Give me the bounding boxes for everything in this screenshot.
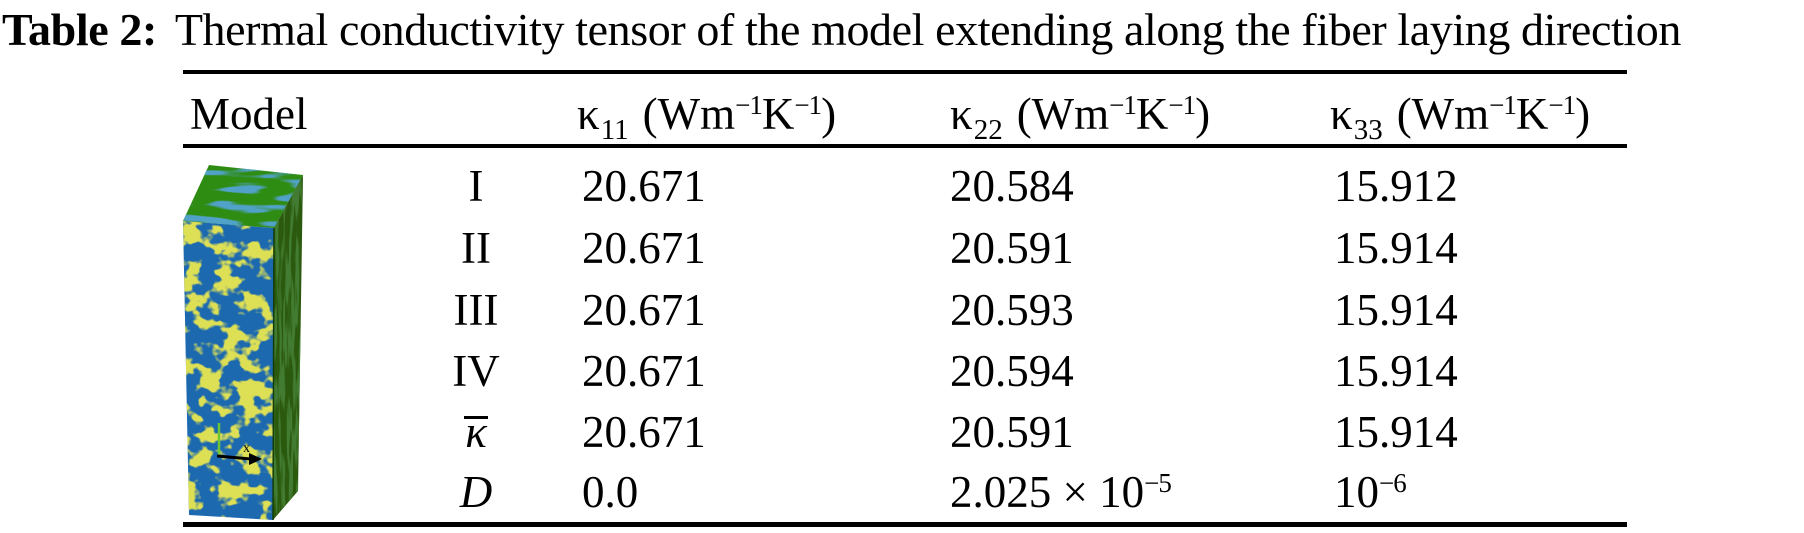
model-edge bbox=[272, 227, 275, 521]
cell-k22: 20.593 bbox=[950, 285, 1074, 335]
kappa-subscript: 11 bbox=[600, 114, 629, 146]
table-row-3: III 20.671 20.593 15.914 bbox=[0, 279, 1804, 341]
table-row-4: IV 20.671 20.594 15.914 bbox=[0, 340, 1804, 402]
cell-k33: 15.914 bbox=[1334, 407, 1458, 457]
cell-k11: 0.0 bbox=[582, 467, 639, 517]
cell-k11: 20.671 bbox=[582, 285, 706, 335]
cell-k22: 20.594 bbox=[950, 346, 1074, 396]
table-caption: Table 2: Thermal conductivity tensor of t… bbox=[2, 1, 1681, 59]
cell-k11: 20.671 bbox=[582, 346, 706, 396]
table-header-rule bbox=[183, 144, 1627, 148]
kappa-subscript: 33 bbox=[1353, 114, 1383, 146]
axis-x-label: x bbox=[243, 441, 250, 456]
table-caption-text: Thermal conductivity tensor of the model… bbox=[174, 4, 1681, 55]
cell-k11: 20.671 bbox=[582, 407, 706, 457]
table-row-1: I 20.671 20.584 15.912 bbox=[0, 155, 1804, 217]
cell-k33: 10−6 bbox=[1334, 467, 1407, 517]
table-row-kappa-mean: κ 20.671 20.591 15.914 bbox=[0, 401, 1804, 463]
table-bottom-rule bbox=[183, 522, 1627, 527]
table-caption-number: Table 2: bbox=[2, 4, 157, 55]
kappa-symbol: κ bbox=[577, 89, 600, 139]
exponent: −6 bbox=[1379, 468, 1407, 498]
column-header-k22: κ22 (Wm−1K−1) bbox=[950, 84, 1211, 146]
table-top-rule bbox=[183, 70, 1627, 74]
model-front-face bbox=[183, 221, 274, 520]
cell-k33: 15.914 bbox=[1334, 285, 1458, 335]
cell-k11: 20.671 bbox=[582, 161, 706, 211]
cell-k33: 15.914 bbox=[1334, 223, 1458, 273]
unit-label: (Wm−1K−1) bbox=[1396, 89, 1591, 139]
axis-marker: x bbox=[216, 423, 262, 465]
cell-k22: 20.584 bbox=[950, 161, 1074, 211]
cell-k22: 20.591 bbox=[950, 407, 1074, 457]
model-side-face bbox=[273, 175, 303, 520]
cell-k33: 15.912 bbox=[1334, 161, 1458, 211]
table-row-2: II 20.671 20.591 15.914 bbox=[0, 217, 1804, 279]
row-label: IV bbox=[452, 346, 500, 396]
cell-k22: 2.025 × 10−5 bbox=[950, 467, 1172, 517]
table-row-deviation: D 0.0 2.025 × 10−5 10−6 bbox=[0, 461, 1804, 523]
row-label-D: D bbox=[459, 467, 493, 517]
row-label: II bbox=[461, 223, 491, 273]
kappa-symbol: κ bbox=[950, 89, 973, 139]
cell-k11: 20.671 bbox=[582, 223, 706, 273]
column-header-model: Model bbox=[190, 89, 308, 139]
row-label: III bbox=[453, 285, 499, 335]
kappa-subscript: 22 bbox=[973, 114, 1003, 146]
model-microstructure-image: x bbox=[183, 165, 303, 521]
axis-x-arrowhead bbox=[249, 453, 262, 465]
axis-x-line bbox=[216, 454, 252, 461]
column-header-k11: κ11 (Wm−1K−1) bbox=[577, 84, 837, 146]
cell-k22: 20.591 bbox=[950, 223, 1074, 273]
row-label-kappa-bar: κ bbox=[464, 401, 488, 463]
column-header-k33: κ33 (Wm−1K−1) bbox=[1330, 84, 1591, 146]
cell-k33: 15.914 bbox=[1334, 346, 1458, 396]
exponent: −5 bbox=[1144, 468, 1172, 498]
kappa-symbol: κ bbox=[1330, 89, 1353, 139]
unit-label: (Wm−1K−1) bbox=[642, 89, 837, 139]
unit-label: (Wm−1K−1) bbox=[1016, 89, 1211, 139]
row-label: I bbox=[468, 161, 484, 211]
